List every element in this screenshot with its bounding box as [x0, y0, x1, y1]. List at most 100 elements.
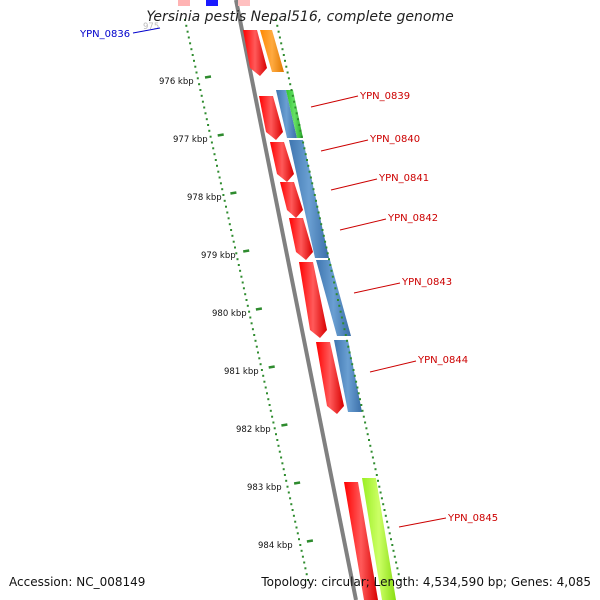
scale-dot-inner: [244, 293, 247, 296]
scale-dot-outer: [365, 427, 368, 430]
scale-dot-outer: [309, 176, 312, 179]
scale-dot-inner: [275, 433, 277, 436]
scale-dot-inner: [228, 223, 231, 226]
scale-dot-inner: [296, 532, 299, 535]
scale-dot-inner: [262, 374, 265, 377]
scale-dot-inner: [232, 240, 235, 243]
scale-dot-inner: [251, 328, 254, 331]
scale-dot-inner: [219, 182, 222, 185]
callout-0841: [330, 178, 378, 191]
cds-arrow-0844: [316, 342, 344, 414]
scale-dot-inner: [307, 579, 309, 581]
scale-dot-inner: [205, 118, 208, 121]
scale-dot-inner: [264, 386, 267, 389]
scale-dot-outer: [299, 129, 302, 132]
scale-dot-outer: [377, 479, 379, 482]
scale-dot-outer: [353, 374, 356, 377]
gene-label-ypn-0844[interactable]: YPN_0844: [417, 355, 468, 366]
scale-dot-inner: [217, 170, 220, 173]
cds-arrow-0841: [280, 182, 303, 218]
gene-label-ypn-0836[interactable]: YPN_0836: [79, 29, 130, 40]
scale-dot-inner: [234, 246, 236, 249]
accession-text: Accession: NC_008149: [9, 575, 146, 589]
major-tick-980: [255, 307, 263, 311]
scale-dot-outer: [313, 194, 316, 196]
scale-dot-outer: [289, 83, 292, 86]
cds-arrow-0839: [259, 96, 283, 140]
scale-dot-outer: [276, 24, 279, 27]
scale-dot-outer: [344, 334, 347, 336]
scale-dot-outer: [308, 170, 311, 173]
scale-dot-outer: [312, 188, 315, 191]
scale-dot-outer: [297, 118, 299, 121]
scale-dot-outer: [396, 567, 399, 570]
scale-dot-inner: [187, 36, 190, 39]
kbp-label-980: 980 kbp: [212, 309, 247, 319]
callout-0840: [320, 139, 369, 152]
genome-title: Yersinia pestis Nepal516, complete genom…: [146, 9, 454, 25]
gene-label-ypn-0840[interactable]: YPN_0840: [369, 134, 420, 145]
gene-callouts: [132, 27, 447, 528]
scale-dot-inner: [254, 339, 257, 342]
scale-dot-outer: [352, 369, 355, 371]
cds-arrow-0843: [299, 262, 327, 338]
scale-dot-inner: [203, 106, 206, 109]
scale-dot-outer: [370, 450, 373, 453]
scale-dot-outer: [346, 339, 348, 342]
scale-dot-inner: [223, 199, 226, 202]
scale-dot-outer: [361, 409, 364, 412]
scale-dot-outer: [375, 474, 378, 476]
scale-dot-outer: [322, 234, 325, 237]
scale-dot-outer: [291, 94, 294, 97]
scale-dot-inner: [263, 380, 266, 383]
scale-dot-outer: [302, 141, 305, 144]
scale-dot-inner: [255, 345, 258, 348]
scale-dot-inner: [295, 526, 298, 529]
topology-text: Topology: circular; Length: 4,534,590 bp…: [261, 575, 591, 589]
scale-dot-inner: [285, 479, 288, 482]
scale-dot-outer: [374, 468, 377, 471]
scale-dot-inner: [242, 287, 245, 290]
scale-dot-inner: [258, 357, 261, 360]
scale-dot-outer: [294, 106, 297, 109]
scale-dot-inner: [278, 450, 281, 453]
scale-dot-outer: [298, 124, 301, 126]
scale-dot-inner: [190, 48, 193, 51]
scale-dot-inner: [304, 567, 307, 570]
scale-dot-inner: [184, 19, 186, 21]
scale-dot-inner: [231, 234, 234, 237]
scale-dot-inner: [259, 363, 262, 366]
scale-dot-inner: [236, 258, 239, 261]
scale-dot-inner: [272, 421, 275, 424]
scale-dot-inner: [277, 444, 280, 447]
scale-dot-outer: [368, 439, 370, 441]
scale-dot-outer: [348, 351, 351, 354]
scale-dot-outer: [392, 549, 395, 552]
scale-dot-inner: [280, 456, 283, 459]
gene-label-ypn-0843[interactable]: YPN_0843: [401, 277, 452, 288]
orange-feature: [260, 30, 284, 72]
scale-dot-outer: [357, 392, 360, 395]
gene-label-ypn-0845[interactable]: YPN_0845: [447, 513, 498, 524]
scale-dot-inner: [286, 485, 289, 488]
kbp-label-979: 979 kbp: [201, 251, 236, 261]
scale-dot-inner: [299, 544, 302, 546]
gene-label-ypn-0842[interactable]: YPN_0842: [387, 213, 438, 224]
scale-dot-outer: [278, 36, 281, 39]
scale-dot-outer: [331, 275, 334, 278]
scale-dot-outer: [320, 223, 323, 226]
cds-arrow-0845: [344, 482, 378, 600]
scale-dot-outer: [282, 54, 285, 56]
scale-dot-outer: [315, 199, 317, 202]
gene-label-ypn-0839[interactable]: YPN_0839: [359, 91, 410, 102]
scale-dot-inner: [208, 129, 211, 132]
scale-dot-outer: [280, 42, 283, 45]
scale-dot-outer: [373, 462, 376, 465]
scale-dot-inner: [235, 252, 238, 255]
scale-dot-inner: [246, 304, 249, 307]
scale-dot-inner: [249, 316, 252, 319]
gene-label-ypn-0841[interactable]: YPN_0841: [378, 173, 429, 184]
partial-feature-pink: [178, 0, 190, 6]
cds-arrow: [243, 30, 267, 76]
scale-dot-outer: [325, 246, 328, 249]
